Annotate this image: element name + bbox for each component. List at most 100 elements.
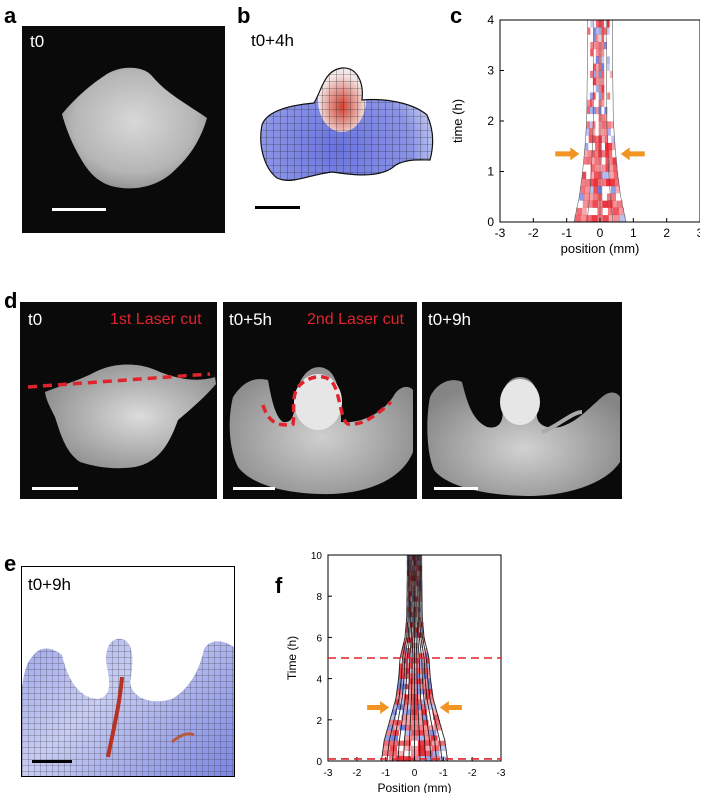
heatmap-cell — [608, 214, 615, 223]
scale-bar-d-2 — [233, 487, 275, 490]
heatmap-cell — [399, 724, 406, 731]
heatmap-cell — [426, 663, 430, 669]
heatmap-cell — [401, 714, 407, 721]
heatmap-cell — [390, 714, 397, 721]
heatmap-cell — [602, 193, 608, 201]
time-label-d-2: t0+5h — [229, 310, 273, 329]
heatmap-cell — [419, 663, 424, 669]
heatmap-cell — [435, 724, 442, 731]
heatmap-cell — [588, 135, 593, 143]
heatmap-cell — [409, 673, 414, 679]
heatmap-cell — [593, 48, 597, 57]
heatmap-cell — [587, 56, 591, 64]
heatmap-cell — [398, 730, 406, 736]
heatmap-cell — [605, 157, 610, 165]
heatmap-cell — [607, 84, 611, 93]
heatmap-cell — [592, 121, 596, 129]
heatmap-cell — [406, 652, 411, 659]
heatmap-cell — [609, 56, 613, 64]
heatmap-cell — [420, 688, 425, 695]
heatmap-cell — [587, 48, 591, 57]
heatmap-cell — [607, 70, 611, 79]
heatmap-cell — [417, 724, 424, 731]
heatmap-cell — [589, 99, 594, 107]
scale-bar-b — [255, 206, 300, 209]
scale-bar-d-1 — [32, 487, 78, 490]
heatmap-cell — [404, 740, 412, 746]
heatmap-cell — [419, 668, 424, 674]
heatmap-cell — [416, 699, 422, 705]
heatmap-cell — [594, 171, 599, 180]
heatmap-cell — [601, 106, 605, 115]
heatmap-cell — [415, 616, 418, 623]
heatmap-cell — [604, 56, 608, 64]
heatmap-cell — [402, 704, 408, 710]
heatmap-cell — [419, 652, 423, 659]
heatmap-cell — [402, 709, 408, 715]
heatmap-cell — [602, 185, 607, 194]
x-tick-label: 3 — [697, 226, 700, 240]
heatmap-cell — [420, 570, 423, 576]
strain-mesh-e — [22, 638, 234, 776]
heatmap-cell — [410, 606, 413, 612]
heatmap-cell — [408, 642, 412, 648]
heatmap-cell — [601, 70, 605, 79]
y-tick-label: 1 — [487, 165, 494, 179]
heatmap-cell — [398, 678, 403, 685]
heatmap-cell — [410, 555, 413, 561]
heatmap-cell — [384, 735, 392, 741]
heatmap-cell — [602, 214, 609, 223]
heatmap-cell — [589, 128, 593, 136]
heatmap-cell — [585, 178, 590, 187]
heatmap-cell — [396, 750, 405, 757]
heatmap-cell — [417, 719, 424, 726]
heatmap-cell — [586, 121, 590, 129]
heatmap-cell — [389, 719, 396, 726]
heatmap-cell — [587, 157, 592, 165]
heatmap-cell — [595, 128, 599, 136]
y-tick-label: 10 — [311, 551, 323, 562]
heatmap-cell — [613, 171, 619, 180]
heatmap-cell — [595, 84, 599, 93]
heatmap-cell — [424, 735, 432, 741]
heatmap-cell — [401, 647, 406, 654]
heatmap-cell — [586, 113, 590, 122]
heatmap-cell — [601, 56, 605, 64]
heatmap-cell — [613, 164, 618, 172]
heatmap-cell — [405, 678, 410, 685]
heatmap-cell — [604, 128, 609, 136]
heatmap-cell — [416, 694, 421, 700]
heatmap-cell — [590, 63, 594, 71]
heatmap-cell — [610, 106, 614, 115]
constriction-arrow — [555, 147, 580, 161]
heatmap-cell — [587, 63, 591, 71]
heatmap-cell — [592, 200, 598, 208]
trajectory-line — [573, 19, 588, 223]
heatmap-cell — [408, 699, 413, 705]
heatmap-cell — [404, 735, 412, 741]
heatmap-cell — [612, 200, 618, 208]
heatmap-cell — [418, 642, 422, 648]
heatmap-cell — [585, 214, 592, 223]
heatmap-cell — [581, 207, 588, 216]
time-label-a: t0 — [30, 32, 45, 51]
heatmap-cell — [604, 77, 608, 86]
heatmap-cell — [610, 92, 614, 100]
explant-after-second-cut — [427, 377, 620, 496]
heatmap-cell — [397, 745, 405, 751]
heatmap-cell — [590, 77, 594, 86]
heatmap-cell — [584, 185, 590, 194]
heatmap-cell — [420, 575, 423, 582]
heatmap-cell — [595, 70, 599, 79]
heatmap-cell — [422, 719, 429, 726]
heatmap-cell — [609, 41, 613, 50]
heatmap-cell — [588, 142, 592, 151]
heatmap-cell — [387, 724, 395, 731]
heatmap-cell — [424, 740, 432, 746]
heatmap-cell — [595, 63, 599, 71]
heatmap-cell — [410, 560, 413, 566]
heatmap-cell — [438, 745, 447, 751]
heatmap-cell — [587, 20, 591, 28]
heatmap-cell — [601, 113, 605, 122]
time-label-d-3: t0+9h — [428, 310, 472, 329]
